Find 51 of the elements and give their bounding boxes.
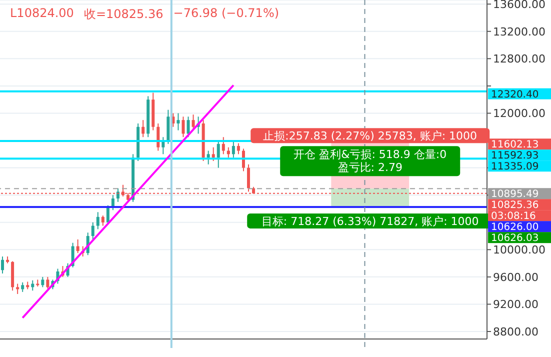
y-tick-label: 10000.00 (493, 244, 546, 257)
candlestick (216, 140, 220, 168)
candlestick (226, 146, 230, 158)
candlestick (166, 109, 170, 144)
candlestick (106, 204, 110, 224)
candlestick (182, 116, 185, 138)
ref-line-label: 10895.49 (491, 189, 539, 200)
text: 03:08:16 (491, 211, 536, 222)
annotation: L10824.00 (10, 6, 74, 22)
y-tick-label: 8800.00 (493, 325, 538, 338)
annotation: 收=10825.36 (84, 6, 164, 23)
candlestick (192, 114, 195, 131)
y-tick-label: 9200.00 (493, 298, 538, 312)
band-label: 止损:257.83 (2.27%) 25783, 账户: 1000 (263, 130, 478, 143)
candlestick (186, 116, 190, 138)
candlestick (222, 136, 225, 155)
y-tick-label: 13600.00 (493, 0, 546, 11)
candlestick (212, 146, 215, 162)
candlestick (116, 188, 120, 202)
ref-line-label: 10626.00 (491, 222, 539, 234)
candlestick (21, 282, 24, 292)
ref-line-label: 11592.93 (491, 150, 539, 162)
y-tick-label: 12800.00 (493, 52, 546, 66)
y-tick-label: 13200.00 (493, 25, 546, 38)
candlestick (176, 112, 180, 131)
candlestick (96, 212, 100, 230)
text: 10626.03 (491, 233, 539, 244)
candlestick (16, 283, 20, 294)
candlestick (156, 122, 160, 152)
y-tick-label: 9600.00 (493, 270, 538, 284)
y-tick-label: 12000.00 (493, 107, 546, 120)
candlestick (41, 276, 44, 288)
candlestick (247, 164, 250, 192)
candlestick (242, 148, 245, 172)
annotation: −76.98 (−0.71%) (173, 6, 280, 22)
candlestick (236, 142, 240, 155)
ref-line-label: 11335.09 (491, 162, 539, 173)
ref-line-label: 12320.40 (491, 89, 539, 100)
candlestick (206, 150, 210, 165)
ref-line-label: 10825.36 (491, 200, 539, 212)
candlestick (76, 238, 80, 254)
candlestick (232, 141, 235, 158)
annotation: 盈亏比: 2.79 (338, 161, 402, 174)
candlestick (1, 256, 4, 274)
band-label: 目标: 718.27 (6.33%) 71827, 账户: 1000 (261, 214, 479, 228)
candlestick (101, 215, 104, 226)
annotation: 开仓 盈利&亏损: 518.9 仓量:0 (294, 148, 447, 162)
candlestick (91, 222, 94, 240)
candlestick (142, 120, 145, 138)
candlestick (46, 276, 50, 290)
text: 11602.13 (491, 140, 539, 151)
